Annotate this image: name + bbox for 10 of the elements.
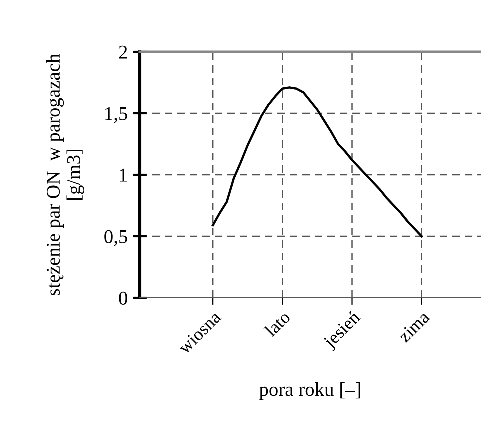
x-tick-label: zima xyxy=(398,310,431,344)
y-tick-label: 2 xyxy=(119,46,128,59)
y-axis-title: stężenie par ON w parogazach [g/m3] xyxy=(46,54,84,296)
x-tick-label: lato xyxy=(264,310,292,338)
y-tick-label: 0 xyxy=(119,292,128,305)
y-tick-label: 0,5 xyxy=(104,230,128,246)
y-tick-label: 1,5 xyxy=(106,107,128,124)
y-tick-label: 1 xyxy=(120,168,128,182)
x-axis-title: pora roku [–] xyxy=(260,382,360,400)
line-series xyxy=(212,86,423,238)
